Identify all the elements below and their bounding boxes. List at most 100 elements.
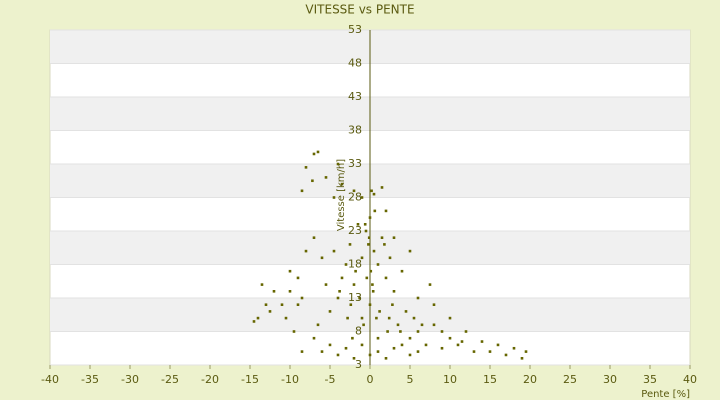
point <box>332 196 336 199</box>
point <box>371 290 375 293</box>
y-tick-label: 48 <box>348 57 362 70</box>
point <box>400 269 404 273</box>
point <box>370 189 373 193</box>
chart-title: VITESSE vs PENTE <box>305 3 414 17</box>
point <box>304 166 308 169</box>
y-tick-label: 8 <box>355 325 362 338</box>
point <box>348 243 352 246</box>
y-tick-label: 38 <box>348 124 362 137</box>
point <box>378 310 381 313</box>
point <box>432 323 436 327</box>
x-tick-label: -5 <box>325 373 336 386</box>
x-tick-label: 0 <box>367 373 374 386</box>
point <box>383 243 386 246</box>
point <box>328 310 332 313</box>
point <box>460 340 464 343</box>
y-axis-label: Vitesse [km/h] <box>336 159 347 231</box>
point <box>392 346 396 350</box>
point <box>386 330 389 333</box>
x-tick-label: 5 <box>407 373 414 386</box>
point <box>354 269 357 273</box>
point <box>408 249 412 253</box>
points <box>252 150 528 360</box>
y-tick-label: 3 <box>355 358 362 371</box>
point <box>416 296 420 300</box>
point <box>332 249 336 253</box>
point <box>388 256 392 260</box>
y-tick-label: 43 <box>348 90 362 103</box>
point <box>440 346 444 350</box>
point <box>432 303 436 306</box>
point <box>336 353 340 357</box>
point <box>376 350 380 353</box>
point <box>349 303 353 306</box>
point <box>416 330 420 333</box>
point <box>369 269 373 273</box>
point <box>404 310 408 313</box>
point <box>392 290 396 293</box>
point <box>304 249 308 253</box>
point <box>340 182 344 186</box>
point <box>456 343 460 347</box>
point <box>399 330 402 333</box>
point <box>391 303 394 306</box>
point <box>272 290 276 293</box>
point <box>428 283 432 286</box>
point <box>324 176 328 179</box>
point <box>384 357 388 360</box>
point <box>464 330 468 333</box>
point <box>316 150 320 154</box>
point <box>504 353 508 357</box>
point <box>320 256 324 260</box>
point <box>311 179 314 183</box>
point <box>380 186 384 189</box>
point <box>296 303 300 306</box>
point <box>336 162 340 166</box>
point <box>320 350 324 353</box>
point <box>375 316 378 320</box>
point <box>368 303 372 306</box>
grid <box>49 29 691 369</box>
point <box>376 336 380 340</box>
point <box>448 336 452 340</box>
point <box>312 236 316 239</box>
point <box>524 350 528 353</box>
point <box>440 330 444 333</box>
point <box>376 263 380 266</box>
point <box>340 276 344 280</box>
point <box>260 283 264 286</box>
point <box>472 350 476 353</box>
y-tick-label: 53 <box>348 23 362 36</box>
point <box>372 249 376 253</box>
point <box>300 350 304 353</box>
point <box>400 343 404 347</box>
point <box>360 316 364 320</box>
point <box>358 296 361 300</box>
y-tick-label: 23 <box>348 224 362 237</box>
point <box>268 310 272 313</box>
x-tick-label: 25 <box>563 373 577 386</box>
point <box>480 340 484 343</box>
point <box>448 316 452 320</box>
point <box>384 209 388 213</box>
x-tick-label: 15 <box>483 373 497 386</box>
point <box>368 353 372 357</box>
x-tick-label: -25 <box>161 373 179 386</box>
point <box>351 336 354 340</box>
point <box>412 316 416 320</box>
x-tick-label: 35 <box>643 373 657 386</box>
point <box>367 243 370 246</box>
point <box>372 192 376 196</box>
point <box>367 236 371 239</box>
point <box>312 336 316 340</box>
point <box>300 296 304 300</box>
point <box>360 343 364 347</box>
point <box>356 223 360 226</box>
point <box>346 316 349 320</box>
point <box>420 323 424 327</box>
point <box>352 283 356 286</box>
y-tick-label: 33 <box>348 157 362 170</box>
point <box>280 303 284 306</box>
point <box>416 350 420 353</box>
